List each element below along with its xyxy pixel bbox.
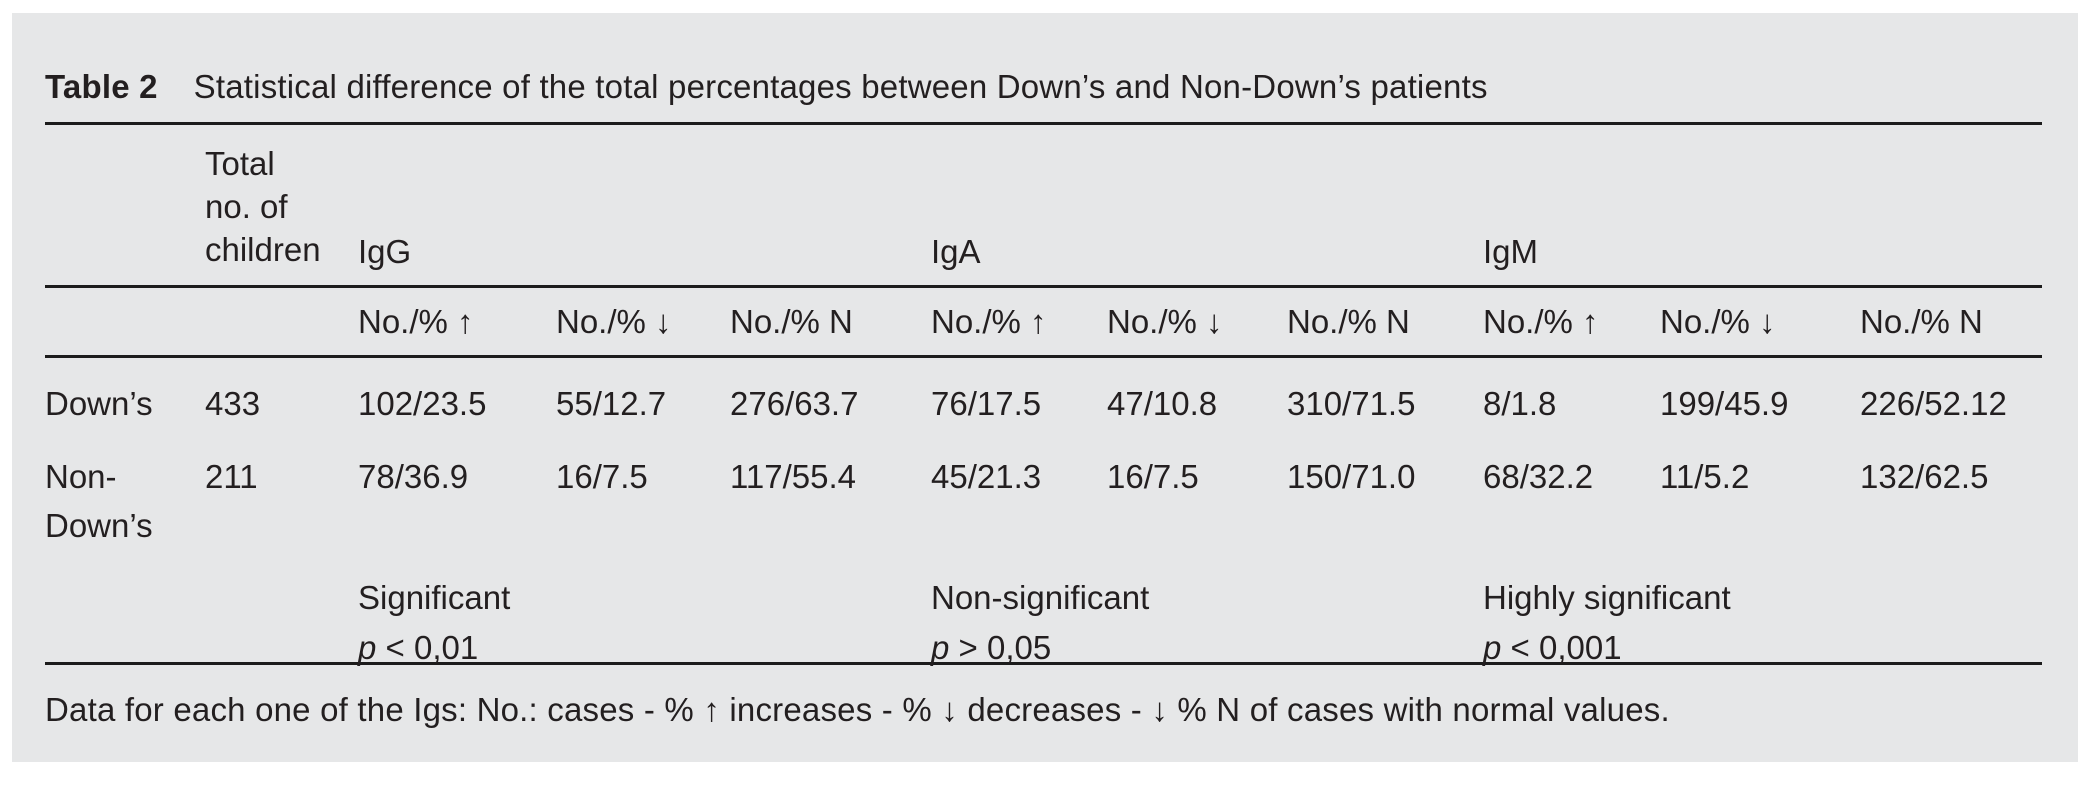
- subcol-igm-normal: No./% N: [1860, 302, 1983, 340]
- significance-igm-label: Highly significant: [1483, 579, 1731, 616]
- table-caption: Table 2 Statistical difference of the to…: [45, 13, 2042, 122]
- table-footnote: Data for each one of the Igs: No.: cases…: [45, 691, 1670, 728]
- significance-igg: Significant p < 0,01: [358, 573, 931, 673]
- cell-downs-igg-normal: 276/63.7: [730, 385, 859, 422]
- table-number: Table 2: [45, 68, 158, 105]
- significance-iga-label: Non-significant: [931, 579, 1150, 616]
- row-label-nondowns-line-2: Down’s: [45, 507, 153, 544]
- col-header-total-children: Total no. of children: [205, 142, 358, 271]
- p-threshold: < 0,01: [376, 629, 479, 666]
- subcol-iga-increase: No./% ↑: [931, 302, 1047, 340]
- table-row-nondowns: Non- Down’s 211 78/36.9 16/7.5 117/55.4 …: [45, 431, 2042, 551]
- table-row-downs: Down’s 433 102/23.5 55/12.7 276/63.7 76/…: [45, 358, 2042, 431]
- cell-downs-iga-increase: 76/17.5: [931, 385, 1042, 422]
- cell-nondowns-igm-normal: 132/62.5: [1860, 458, 1989, 495]
- cell-downs-igm-normal: 226/52.12: [1860, 385, 2007, 422]
- table-content: Table 2 Statistical difference of the to…: [45, 13, 2042, 729]
- row-label-downs: Down’s: [45, 385, 153, 422]
- group-header-iga: IgA: [931, 233, 981, 270]
- cell-downs-iga-normal: 310/71.5: [1287, 385, 1416, 422]
- table-panel: Table 2 Statistical difference of the to…: [12, 13, 2078, 762]
- cell-nondowns-iga-increase: 45/21.3: [931, 458, 1042, 495]
- total-line-2: no. of: [205, 188, 288, 225]
- subcol-igg-decrease: No./% ↓: [556, 302, 672, 340]
- cell-nondowns-igm-decrease: 11/5.2: [1660, 458, 1750, 495]
- cell-downs-igg-increase: 102/23.5: [358, 385, 487, 422]
- table-title: Statistical difference of the total perc…: [193, 68, 1488, 105]
- cell-downs-iga-decrease: 47/10.8: [1107, 385, 1218, 422]
- header-row-groups: Total no. of children IgG IgA IgM: [45, 125, 2042, 285]
- total-line-3: children: [205, 231, 321, 268]
- rule-bottom: [45, 662, 2042, 665]
- cell-nondowns-total: 211: [205, 458, 258, 495]
- significance-iga: Non-significant p > 0,05: [931, 573, 1483, 673]
- cell-downs-igg-decrease: 55/12.7: [556, 385, 667, 422]
- cell-nondowns-iga-normal: 150/71.0: [1287, 458, 1416, 495]
- total-line-1: Total: [205, 145, 275, 182]
- row-label-nondowns-line-1: Non-: [45, 458, 117, 495]
- subcol-igg-increase: No./% ↑: [358, 302, 474, 340]
- subcol-igg-normal: No./% N: [730, 302, 853, 340]
- significance-igm: Highly significant p < 0,001: [1483, 573, 2042, 673]
- cell-downs-igm-decrease: 199/45.9: [1660, 385, 1789, 422]
- rule-under-groups: [45, 285, 2042, 288]
- cell-nondowns-igg-increase: 78/36.9: [358, 458, 469, 495]
- p-symbol: p: [931, 629, 950, 666]
- significance-igg-label: Significant: [358, 579, 511, 616]
- subcol-igm-decrease: No./% ↓: [1660, 302, 1776, 340]
- significance-igg-pvalue: p < 0,01: [358, 623, 931, 673]
- p-symbol: p: [1483, 629, 1502, 666]
- cell-nondowns-igm-increase: 68/32.2: [1483, 458, 1594, 495]
- significance-row: Significant p < 0,01 Non-significant p >…: [45, 551, 2042, 666]
- cell-downs-total: 433: [205, 385, 261, 422]
- row-label-nondowns: Non- Down’s: [45, 452, 205, 551]
- rule-under-subcols: [45, 355, 2042, 358]
- subcol-iga-decrease: No./% ↓: [1107, 302, 1223, 340]
- group-header-igm: IgM: [1483, 233, 1539, 270]
- p-threshold: > 0,05: [949, 629, 1052, 666]
- group-header-igg: IgG: [358, 233, 412, 270]
- cell-nondowns-iga-decrease: 16/7.5: [1107, 458, 1199, 495]
- significance-iga-pvalue: p > 0,05: [931, 623, 1483, 673]
- header-row-subcols: No./% ↑ No./% ↓ No./% N No./% ↑ No./% ↓ …: [45, 288, 2042, 355]
- subcol-igm-increase: No./% ↑: [1483, 302, 1599, 340]
- cell-nondowns-igg-normal: 117/55.4: [730, 458, 857, 495]
- cell-nondowns-igg-decrease: 16/7.5: [556, 458, 648, 495]
- p-symbol: p: [358, 629, 377, 666]
- subcol-iga-normal: No./% N: [1287, 302, 1410, 340]
- p-threshold: < 0,001: [1501, 629, 1622, 666]
- rule-top: [45, 122, 2042, 125]
- cell-downs-igm-increase: 8/1.8: [1483, 385, 1557, 422]
- significance-igm-pvalue: p < 0,001: [1483, 623, 2042, 673]
